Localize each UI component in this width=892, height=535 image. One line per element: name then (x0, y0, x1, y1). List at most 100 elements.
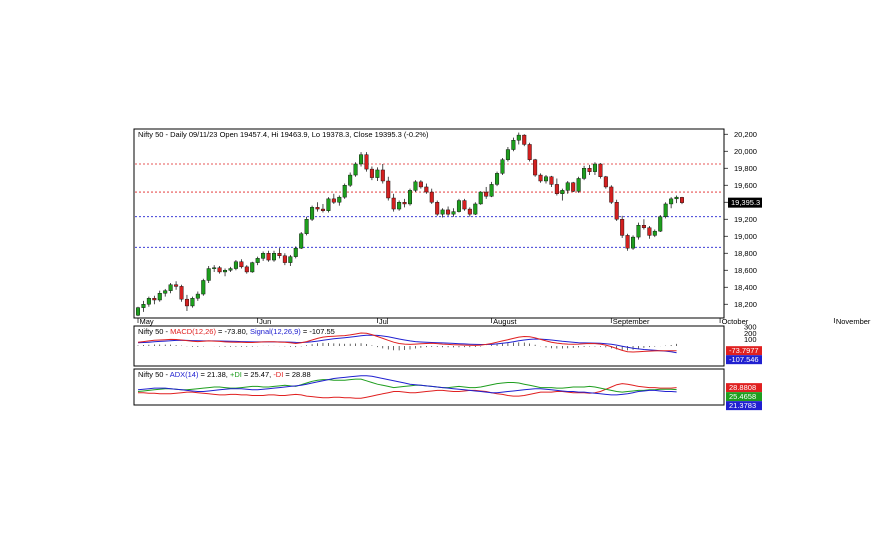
candle (473, 202, 478, 215)
candle (190, 296, 195, 308)
candle (250, 261, 255, 273)
candle (223, 268, 228, 277)
candle-body (522, 134, 527, 145)
month-label: October (722, 317, 749, 326)
month-label: May (140, 317, 154, 326)
candle (369, 166, 374, 181)
candle-body (282, 255, 287, 263)
candle (418, 180, 423, 189)
candle (239, 259, 244, 269)
candle-body (516, 134, 521, 141)
candle (446, 206, 451, 216)
last-price-badge (728, 197, 762, 208)
candle-body (446, 209, 451, 215)
candle (495, 171, 500, 187)
candle-body (212, 267, 217, 269)
candle-body (228, 268, 233, 271)
candle (168, 283, 173, 294)
candle (184, 294, 189, 312)
candle-body (413, 181, 418, 191)
candle-body (152, 298, 157, 301)
candle-body (201, 280, 206, 295)
candle (478, 191, 483, 205)
candle-body (141, 304, 146, 308)
macd-y-tick-label: 100 (744, 335, 757, 344)
candle (342, 183, 347, 199)
legend-part: = 21.38, (198, 370, 229, 379)
candle-body (233, 261, 238, 269)
last-price-label: 19,395.3 (731, 198, 760, 207)
candle-body (174, 284, 179, 287)
candle-body (663, 203, 668, 217)
candle-body (652, 230, 657, 236)
candle-body (135, 307, 140, 316)
legend-part: = -73.80, (216, 327, 250, 336)
candle-body (549, 176, 554, 185)
adx-badge (726, 401, 762, 411)
candle (233, 260, 238, 271)
legend-part: = 28.88 (283, 370, 310, 379)
candle-body (364, 154, 369, 170)
macd-y-tick-label: 200 (744, 329, 757, 338)
candle-body (424, 186, 429, 193)
plus-di-line (137, 378, 677, 393)
candle-body (304, 219, 309, 234)
candle-body (277, 253, 282, 256)
adx-badge (726, 383, 762, 393)
candle (603, 175, 608, 189)
macd-legend: Nifty 50 - MACD(12,26) = -73.80, Signal(… (138, 327, 335, 336)
candle-body (255, 258, 260, 263)
candle (174, 281, 179, 290)
price-y-tick-label: 18,400 (734, 283, 757, 292)
month-label: August (493, 317, 517, 326)
candle (152, 295, 157, 305)
adx-line (137, 375, 677, 396)
adx-badge-label: 28.8808 (729, 383, 756, 392)
candle (658, 215, 663, 232)
candle-body (375, 169, 380, 178)
candle (146, 296, 151, 307)
candle-body (631, 236, 636, 249)
candle (380, 164, 385, 184)
adx-lines (137, 375, 677, 399)
candle (674, 195, 679, 204)
candle (135, 306, 140, 317)
candle-body (582, 168, 587, 179)
adx-badge-label: 21.3783 (729, 401, 756, 410)
candle-body (397, 202, 402, 210)
legend-part: Nifty 50 - (138, 327, 170, 336)
candle-body (310, 207, 315, 220)
candle-body (217, 267, 222, 273)
month-label: November (836, 317, 871, 326)
price-y-tick-label: 19,600 (734, 181, 757, 190)
candle (652, 229, 657, 238)
candle-body (554, 184, 559, 194)
candle-body (331, 198, 336, 203)
candle (680, 196, 685, 205)
candle (554, 178, 559, 196)
legend-part: = 25.47, (242, 370, 273, 379)
price-y-tick-label: 18,800 (734, 249, 757, 258)
candle (364, 152, 369, 172)
candle-body (467, 208, 472, 215)
candle-body (380, 169, 385, 182)
candle-body (484, 191, 489, 197)
candle (397, 200, 402, 211)
candle (641, 219, 646, 230)
candle (402, 198, 407, 208)
candle-body (625, 235, 630, 249)
candle-body (250, 262, 255, 273)
legend-part: +DI (230, 370, 242, 379)
candle-body (342, 185, 347, 198)
candle-body (669, 198, 674, 205)
candle-body (533, 159, 538, 176)
candle (467, 207, 472, 217)
candle (592, 162, 597, 176)
candle (408, 188, 413, 206)
candle-body (527, 144, 532, 160)
candle (636, 222, 641, 240)
candle (424, 183, 429, 194)
candle-body (478, 191, 483, 205)
